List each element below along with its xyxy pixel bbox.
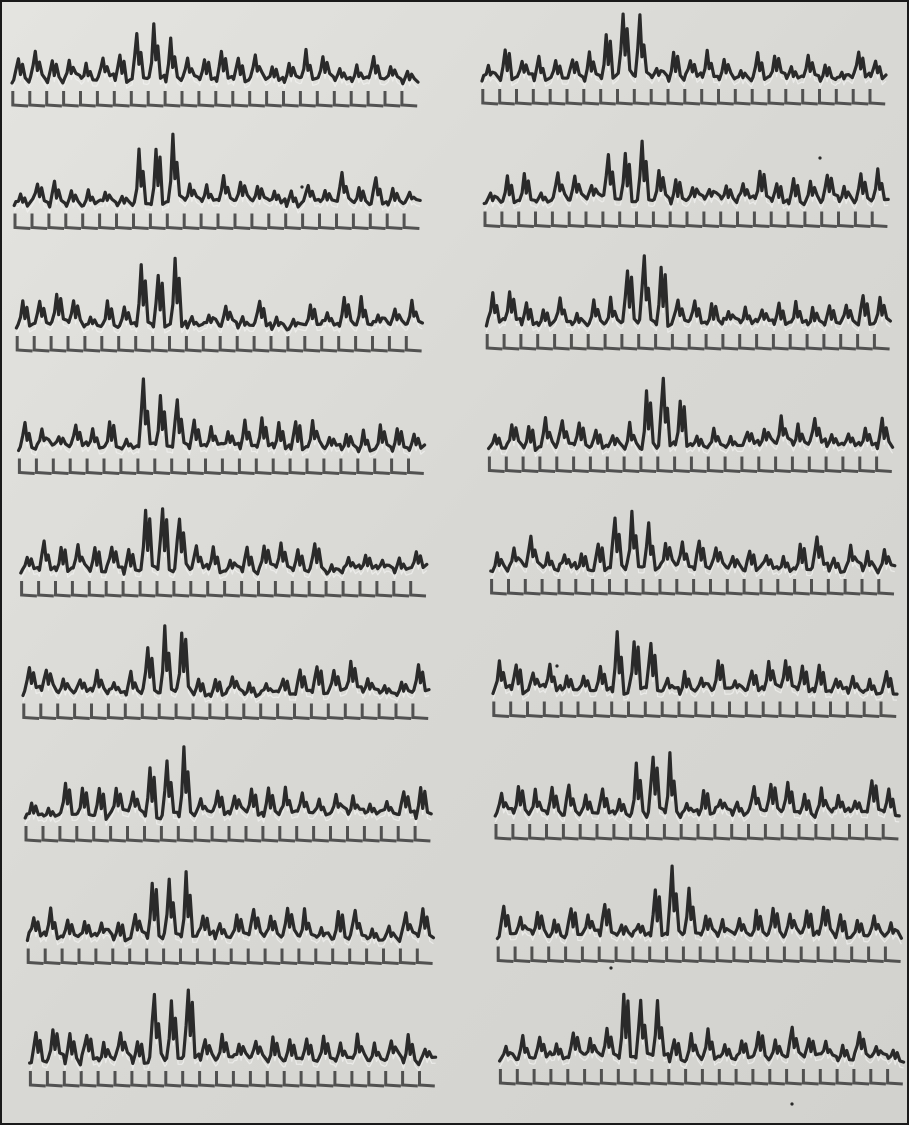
trace-waveform: [480, 12, 888, 83]
trace-row: [484, 254, 892, 351]
trace-highlight: [499, 999, 904, 1069]
trace-baseline-marks: [485, 334, 890, 351]
trace-baseline-marks: [28, 1071, 435, 1088]
trace-row: [25, 870, 435, 965]
paper-speck: [818, 156, 822, 160]
trace-highlight: [484, 146, 889, 212]
trace-highlight: [496, 871, 902, 945]
trace-waveform: [493, 751, 901, 819]
trace-row: [12, 132, 422, 230]
paper-speck: [609, 966, 613, 970]
trace-waveform: [21, 624, 431, 698]
trace-waveform: [489, 509, 897, 575]
trace-waveform: [10, 22, 420, 86]
trace-waveform: [14, 256, 424, 332]
trace-highlight: [18, 384, 425, 459]
trace-row: [14, 256, 424, 353]
trace-row: [19, 507, 429, 598]
trace-waveform: [28, 988, 438, 1067]
trace-highlight: [29, 995, 436, 1072]
trace-baseline-marks: [494, 824, 899, 841]
trace-waveform: [482, 139, 890, 207]
trace-row: [489, 509, 897, 596]
trace-row: [493, 751, 901, 841]
trace-row: [482, 139, 890, 228]
trace-baseline-marks: [24, 826, 431, 843]
trace-highlight: [15, 263, 423, 337]
trace-baseline-marks: [483, 211, 888, 228]
trace-baseline-marks: [11, 91, 418, 108]
trace-waveform: [498, 992, 906, 1064]
trace-baseline-marks: [17, 458, 424, 475]
trace-row: [491, 630, 899, 718]
trace-waveform: [487, 376, 895, 452]
trace-highlight: [13, 139, 421, 214]
trace-row: [28, 988, 438, 1088]
trace-waveform: [19, 507, 429, 576]
trace-row: [10, 22, 420, 108]
trace-highlight: [481, 19, 887, 88]
trace-waveform: [25, 870, 435, 943]
trace-highlight: [494, 758, 900, 824]
trace-baseline-marks: [13, 213, 420, 230]
trace-highlight: [485, 261, 891, 333]
trace-row: [498, 992, 906, 1086]
trace-highlight: [22, 631, 430, 703]
trace-baseline-marks: [15, 336, 422, 353]
trace-waveform: [491, 630, 899, 696]
trace-baseline-marks: [498, 1069, 903, 1086]
trace-row: [495, 864, 903, 963]
trace-waveform: [12, 132, 422, 209]
trace-highlight: [492, 637, 898, 701]
trace-row: [23, 745, 433, 843]
trace-baseline-marks: [26, 948, 433, 965]
trace-baseline-marks: [481, 89, 886, 106]
trace-baseline-marks: [20, 581, 427, 598]
paper-speck: [790, 1102, 794, 1106]
trace-waveform: [495, 864, 903, 941]
trace-baseline-marks: [487, 456, 892, 473]
trace-waveform: [484, 254, 892, 328]
trace-highlight: [11, 29, 419, 91]
trace-row: [17, 377, 427, 475]
trace-highlight: [20, 514, 428, 581]
trace-highlight: [24, 752, 432, 826]
paper-speck: [300, 185, 304, 189]
trace-baseline-marks: [22, 703, 429, 720]
trace-baseline-marks: [490, 579, 895, 596]
trace-waveform: [23, 745, 433, 821]
paper-speck: [555, 664, 559, 668]
trace-row: [487, 376, 895, 473]
trace-waveform: [17, 377, 427, 454]
trace-row: [21, 624, 431, 720]
trace-baseline-marks: [492, 701, 897, 718]
trace-row: [480, 12, 888, 106]
trace-highlight: [26, 877, 434, 948]
trace-baseline-marks: [496, 946, 901, 963]
trace-group: [10, 12, 906, 1106]
